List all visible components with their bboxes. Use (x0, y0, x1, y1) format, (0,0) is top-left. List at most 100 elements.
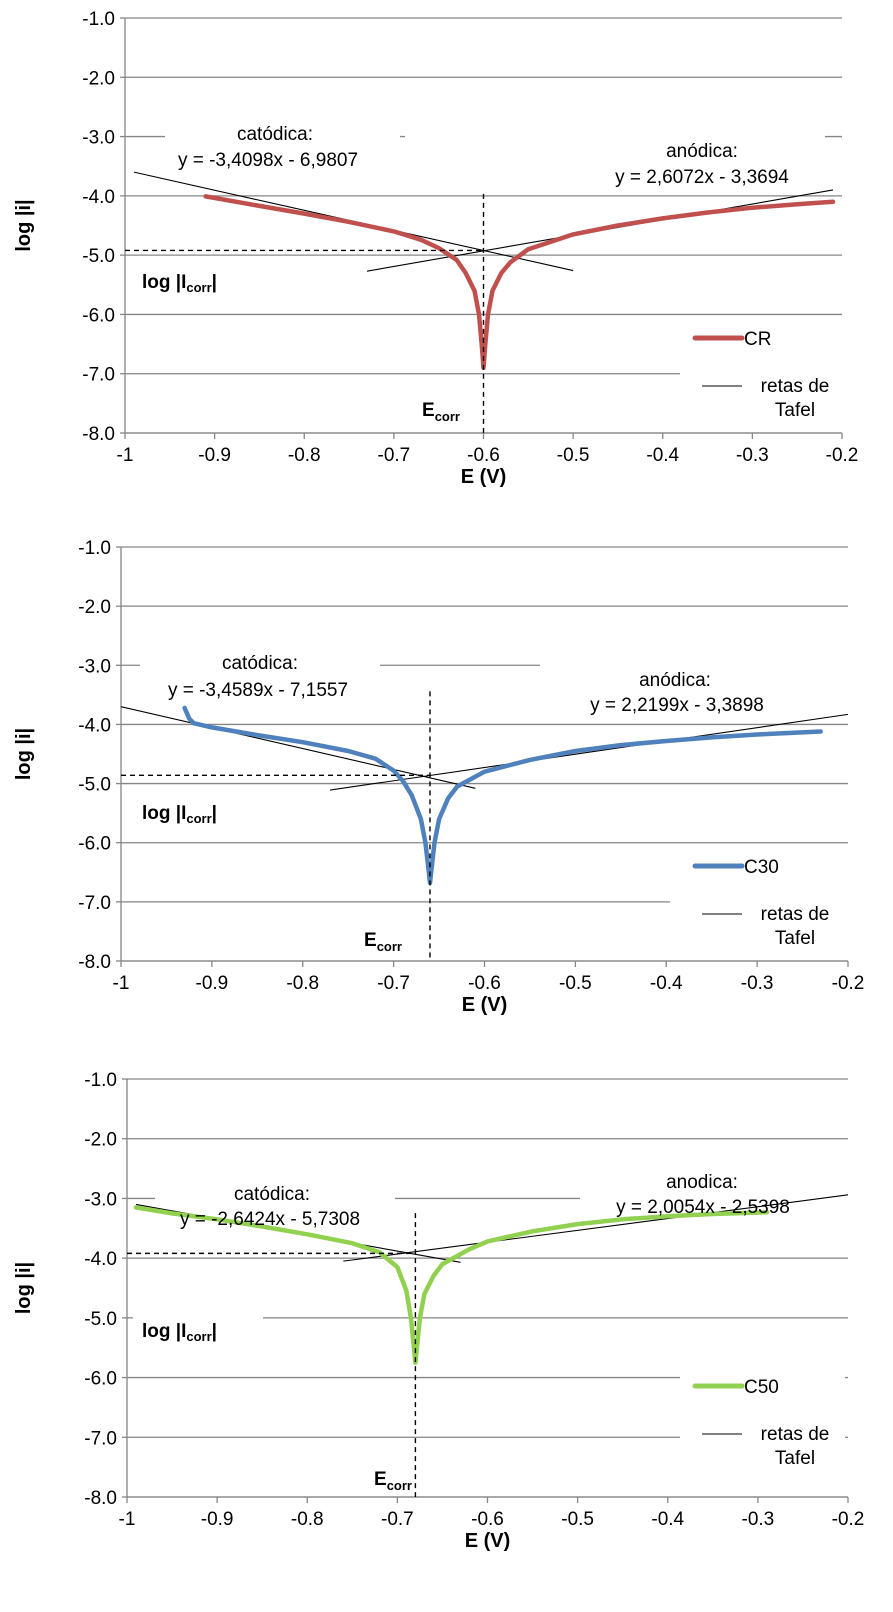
legend-label-tafel-1: retas de (761, 376, 830, 397)
label-background (133, 1308, 263, 1344)
cathodic-title: catódica: (237, 124, 313, 145)
y-tick-label: -8.0 (84, 1488, 117, 1509)
y-tick-label: -3.0 (78, 656, 111, 677)
ecorr-label: Ecorr (422, 400, 460, 424)
x-axis-title: E (V) (461, 466, 507, 488)
legend-label-tafel-2: Tafel (775, 400, 815, 421)
y-tick-label: -3.0 (84, 1189, 117, 1210)
anodic-title: anodica: (666, 1172, 738, 1193)
legend-label-series: C30 (744, 857, 779, 878)
x-tick-label: -0.2 (832, 1509, 865, 1530)
x-tick-label: -0.5 (561, 1509, 594, 1530)
label-background (140, 650, 380, 705)
y-axis-title: log |i| (13, 1262, 35, 1314)
x-tick-label: -0.2 (826, 445, 859, 466)
y-tick-label: -1.0 (78, 538, 111, 559)
anodic-equation: y = 2,0054x - 2,5398 (616, 1197, 790, 1218)
x-tick-label: -1 (117, 445, 134, 466)
icorr-label: log |Icorr| (142, 272, 217, 295)
x-tick-label: -0.3 (742, 1509, 775, 1530)
ecorr-label: Ecorr (374, 1469, 412, 1493)
x-tick-label: -0.3 (741, 973, 774, 994)
chart-panel-1: -1.0 -2.0 -3.0 -4.0 -5.0 -6.0 -7.0 -8.0-1 -0.9 -0… (13, 9, 858, 488)
icorr-label: log |Icorr| (142, 1321, 217, 1344)
x-tick-label: -0.2 (832, 973, 865, 994)
x-tick-label: -0.6 (468, 973, 501, 994)
x-tick-label: -0.9 (198, 445, 231, 466)
y-tick-label: -6.0 (84, 1369, 117, 1390)
y-axis-title: log |i| (13, 199, 35, 251)
y-tick-label: -4.0 (82, 187, 115, 208)
cathodic-title: catódica: (234, 1184, 310, 1205)
label-background (155, 1170, 395, 1222)
y-tick-label: -5.0 (84, 1309, 117, 1330)
label-background (128, 793, 258, 829)
y-tick-label: -8.0 (82, 424, 115, 445)
x-tick-label: -0.9 (201, 1509, 234, 1530)
anodic-equation: y = 2,2199x - 3,3898 (590, 695, 764, 716)
y-tick-label: -6.0 (78, 834, 111, 855)
legend-label-series: CR (744, 329, 771, 350)
y-axis-title: log |i| (13, 728, 35, 780)
x-tick-label: -0.4 (650, 973, 683, 994)
y-tick-label: -7.0 (82, 365, 115, 386)
legend-label-tafel-1: retas de (761, 1424, 830, 1445)
x-axis-title: E (V) (462, 994, 508, 1016)
y-tick-label: -4.0 (84, 1249, 117, 1270)
label-background (405, 130, 825, 190)
x-tick-label: -0.9 (196, 973, 229, 994)
legend-label-tafel-2: Tafel (775, 928, 815, 949)
label-background (130, 262, 260, 298)
y-tick-label: -8.0 (78, 952, 111, 973)
x-tick-label: -1 (113, 973, 130, 994)
tafel-line-anodic (329, 713, 849, 791)
tafel-line-cathodic (120, 706, 476, 789)
x-tick-label: -0.8 (286, 973, 319, 994)
x-axis-title: E (V) (465, 1530, 511, 1552)
label-background (358, 924, 428, 958)
anodic-title: anódica: (666, 141, 738, 162)
x-tick-label: -0.6 (471, 1509, 504, 1530)
ecorr-label: Ecorr (364, 930, 402, 954)
y-tick-label: -2.0 (78, 597, 111, 618)
y-tick-label: -5.0 (78, 775, 111, 796)
chart-panel-3: -1.0 -2.0 -3.0 -4.0 -5.0 -6.0 -7.0 -8.0-1 -0.9 -0… (13, 1070, 864, 1552)
x-tick-label: -1 (119, 1509, 136, 1530)
x-tick-label: -0.4 (646, 445, 679, 466)
y-tick-label: -6.0 (82, 305, 115, 326)
legend-label-series: C50 (744, 1377, 779, 1398)
cathodic-title: catódica: (222, 653, 298, 674)
y-tick-label: -5.0 (82, 246, 115, 267)
label-background (165, 120, 400, 175)
legend-label-tafel-1: retas de (761, 904, 830, 925)
chart-panel-2: -1.0 -2.0 -3.0 -4.0 -5.0 -6.0 -7.0 -8.0-1 -0.9 -0… (13, 538, 864, 1016)
x-tick-label: -0.4 (651, 1509, 684, 1530)
x-tick-label: -0.6 (467, 445, 500, 466)
y-tick-label: -3.0 (82, 128, 115, 149)
label-background (410, 392, 480, 426)
y-tick-label: -2.0 (82, 68, 115, 89)
series-line-C30 (182, 705, 823, 886)
x-tick-label: -0.3 (736, 445, 769, 466)
series-line-CR (203, 194, 836, 371)
y-tick-label: -2.0 (84, 1130, 117, 1151)
cathodic-equation: y = -3,4589x - 7,1557 (168, 680, 348, 701)
cathodic-equation: y = -3,4098x - 6,9807 (178, 150, 358, 171)
cathodic-equation: y = -2,6424x - 5,7308 (180, 1209, 360, 1230)
series-line-C50 (133, 1205, 770, 1365)
x-tick-label: -0.7 (377, 973, 410, 994)
icorr-label: log |Icorr| (142, 803, 217, 826)
y-tick-label: -1.0 (82, 9, 115, 30)
tafel-line-anodic (343, 1194, 849, 1262)
anodic-title: anódica: (639, 670, 711, 691)
y-tick-label: -7.0 (84, 1428, 117, 1449)
x-tick-label: -0.7 (381, 1509, 414, 1530)
label-background (368, 1461, 438, 1495)
x-tick-label: -0.5 (559, 973, 592, 994)
x-tick-label: -0.8 (288, 445, 321, 466)
y-tick-label: -1.0 (84, 1070, 117, 1091)
y-tick-label: -4.0 (78, 715, 111, 736)
label-background (540, 655, 860, 715)
